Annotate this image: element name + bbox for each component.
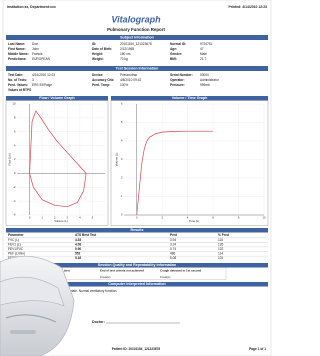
- column-header: % Pred: [218, 233, 229, 237]
- field-label: Weight:: [92, 57, 104, 61]
- field-label: ID:: [92, 42, 96, 46]
- column-header: Cough detected in 1st second: [160, 268, 201, 272]
- table-cell: 3.24: [170, 242, 176, 246]
- printed-date: Printed: 4/14/2010 12:23: [229, 5, 268, 9]
- table-cell: FEV1 (L): [8, 242, 21, 246]
- field-label: Normal ID:: [170, 42, 186, 46]
- table-cell: PEF (L/min): [8, 252, 25, 256]
- screenshot: Institution:xx, Department:xxx Printed: 4…: [0, 0, 272, 356]
- table-cell: 5.16: [75, 256, 81, 260]
- field-value: EUROPEAN: [32, 57, 51, 61]
- field-value: John: [32, 47, 39, 51]
- field-label: Device:: [92, 73, 103, 77]
- section-title: Volume / Time Graph: [172, 96, 208, 100]
- field-value: 20101154_121323678: [120, 42, 152, 46]
- table-cell: 126: [218, 242, 224, 246]
- section-title: Results: [131, 228, 144, 232]
- y-axis-label: Flow (L/s): [8, 153, 12, 165]
- field-value: Pneumotrac: [120, 73, 138, 77]
- column-header: Pred: [170, 233, 177, 237]
- field-label: Test Date:: [8, 73, 23, 77]
- field-label: Age:: [170, 47, 177, 51]
- section-title: Subject Information: [120, 35, 154, 39]
- table-cell: 552: [75, 252, 81, 256]
- field-label: Height:: [92, 52, 103, 56]
- field-value: 4/14/2010 12:23: [32, 73, 55, 77]
- table-cell: 5.08: [170, 256, 176, 260]
- table-cell: 0.90: [75, 247, 81, 251]
- field-value: 999mb: [200, 83, 210, 87]
- table-cell: 3.94: [170, 238, 176, 242]
- field-label: Pred. Values:: [8, 83, 28, 87]
- table-cell: 4.53: [75, 238, 81, 242]
- institution: Institution:xx, Department:xxx: [7, 5, 56, 9]
- field-value: 2/12/1965: [120, 47, 134, 51]
- column-header: End of test criteria not achieved: [100, 268, 144, 272]
- field-value: 97207SL: [200, 42, 213, 46]
- field-value: Doe: [32, 42, 38, 46]
- btps-note: Values at BTPS: [8, 88, 31, 92]
- field-label: No. of Tests:: [8, 78, 27, 82]
- table-cell: 0.74: [170, 247, 176, 251]
- field-label: Pressure:: [170, 83, 185, 87]
- field-label: Last Name:: [8, 42, 25, 46]
- field-value: 180 cm: [120, 52, 131, 56]
- field-label: BMI:: [170, 57, 177, 61]
- table-cell: 101: [218, 256, 224, 260]
- x-axis-label: Time (s): [189, 219, 199, 223]
- table-cell: 122: [218, 247, 224, 251]
- field-value: 21.7: [200, 57, 206, 61]
- section-title: Session Quality and Repeatability Inform…: [98, 263, 176, 267]
- field-value: 100%: [120, 83, 128, 87]
- field-label: Pred. Temp:: [92, 83, 110, 87]
- field-label: Operator:: [170, 78, 185, 82]
- section-title: Computer Interpreted Information: [108, 282, 166, 286]
- column-header: ATS Best Test: [75, 233, 97, 237]
- field-label: Accuracy Chk:: [92, 78, 114, 82]
- field-label: Date of Birth:: [92, 47, 112, 51]
- table-cell: 0 test(s): [160, 275, 170, 279]
- field-label: Middle Name:: [8, 52, 29, 56]
- table-cell: FEV1/FVC: [8, 247, 24, 251]
- footer-patient: Patient ID: 20101154_121323678: [112, 347, 161, 351]
- field-label: Gender:: [170, 52, 182, 56]
- doctor-label: Doctor:: [92, 320, 105, 324]
- field-value: ERS 93/Paige: [32, 83, 52, 87]
- field-value: 3: [32, 78, 34, 82]
- field-value: 47: [200, 47, 204, 51]
- logo: Vitalograph: [111, 14, 161, 24]
- table-cell: 0 test(s): [100, 275, 110, 279]
- field-label: Serial Number:: [170, 73, 193, 77]
- table-cell: 486: [170, 252, 176, 256]
- field-value: Male: [200, 52, 207, 56]
- field-label: Predictions:: [8, 57, 26, 61]
- field-value: 00000: [200, 73, 209, 77]
- page: { "header": {"institution": "Institution…: [0, 0, 272, 356]
- y-axis-label: Volume (L): [115, 153, 119, 167]
- section-title: Flow / Volume Graph: [39, 96, 74, 100]
- footer-page: Page 1 of 1: [249, 347, 266, 351]
- field-value: Administrator: [200, 78, 220, 82]
- field-value: 70 kg: [120, 57, 128, 61]
- table-cell: 115: [218, 238, 223, 242]
- column-header: Parameter: [8, 233, 24, 237]
- x-axis-label: Volume (L): [54, 219, 68, 223]
- section-title: Test Session Information: [116, 66, 159, 70]
- field-value: 4/8/2010 09:42: [120, 78, 141, 82]
- table-cell: 4.08: [75, 242, 81, 246]
- table-cell: 114: [218, 252, 223, 256]
- table-cell: FVC (L): [8, 238, 19, 242]
- field-label: First Name:: [8, 47, 26, 51]
- field-value: Francis: [32, 52, 43, 56]
- report-title: Pulmonary Function Report: [107, 27, 165, 32]
